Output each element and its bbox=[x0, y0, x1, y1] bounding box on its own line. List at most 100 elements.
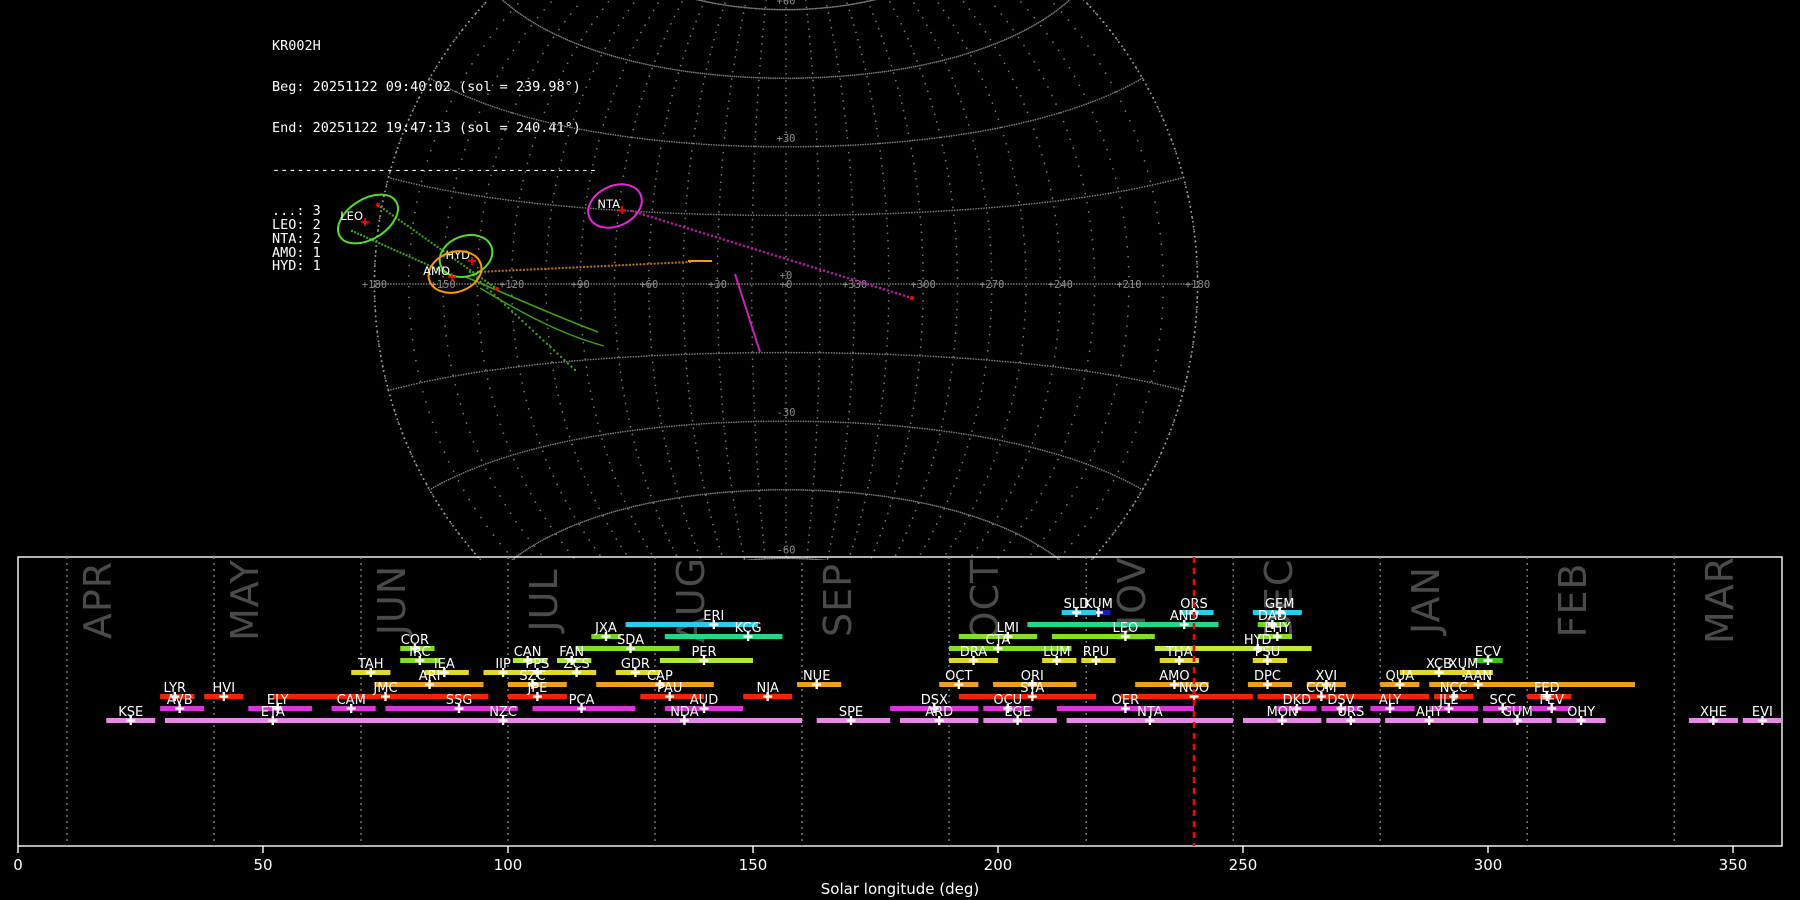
shower-activity-bar[interactable]: AHY bbox=[1385, 705, 1479, 725]
shower-activity-bar[interactable]: DSV bbox=[1321, 693, 1361, 713]
shower-activity-bar[interactable]: ZCS bbox=[557, 657, 597, 677]
shower-activity-bar[interactable]: NTA bbox=[1066, 705, 1234, 725]
shower-activity-bar[interactable]: NIA bbox=[743, 681, 793, 701]
shower-activity-bar[interactable]: AMO bbox=[1135, 669, 1209, 689]
shower-activity-bar[interactable]: CAP bbox=[596, 669, 714, 689]
shower-activity-bar[interactable]: NZC bbox=[385, 705, 636, 725]
shower-activity-bar[interactable]: KCG bbox=[664, 621, 783, 641]
shower-activity-bar[interactable]: OCU bbox=[983, 693, 1033, 713]
shower-activity-bar[interactable]: XCB bbox=[1399, 657, 1493, 677]
shower-activity-bar[interactable]: EGE bbox=[983, 705, 1057, 725]
radiant-ellipse-amo[interactable]: AMO bbox=[423, 245, 487, 300]
shower-activity-bar[interactable]: AAN bbox=[1429, 669, 1635, 689]
shower-activity-bar[interactable]: PCA bbox=[532, 693, 636, 713]
peak-marker-cross bbox=[1316, 692, 1326, 701]
shower-activity-bar[interactable]: SPE bbox=[816, 705, 891, 725]
shower-code-label: PSU bbox=[1255, 645, 1281, 660]
shower-activity-bar[interactable]: CAM bbox=[331, 693, 376, 713]
shower-activity-bar[interactable]: CAN bbox=[512, 645, 548, 665]
shower-activity-bar[interactable]: ECV bbox=[1473, 645, 1503, 665]
shower-activity-bar[interactable]: RPU bbox=[1081, 645, 1116, 665]
radiant-ellipse-leo[interactable]: LEO bbox=[329, 185, 406, 254]
shower-activity-bar[interactable]: PPS bbox=[517, 657, 557, 677]
shower-activity-bar[interactable]: URS bbox=[1326, 705, 1381, 725]
shower-activity-bar[interactable]: QUA bbox=[1380, 669, 1420, 689]
shower-activity-bar[interactable]: DAD bbox=[1257, 609, 1288, 629]
shower-activity-bar[interactable]: ERI bbox=[625, 609, 758, 629]
shower-activity-bar[interactable]: SZC bbox=[508, 669, 567, 689]
peak-marker-cross bbox=[425, 680, 435, 689]
shower-activity-bar[interactable]: NUE bbox=[797, 669, 842, 689]
shower-activity-bar[interactable]: NCC bbox=[1434, 681, 1474, 701]
shower-activity-bar[interactable]: ALY bbox=[1370, 693, 1415, 713]
shower-activity-bar[interactable]: LMI bbox=[958, 621, 1038, 641]
shower-activity-bar[interactable]: ARD bbox=[900, 705, 979, 725]
shower-activity-bar[interactable]: CTA bbox=[949, 633, 1072, 653]
shower-activity-bar[interactable]: LEO bbox=[1051, 621, 1155, 641]
shower-activity-bar[interactable]: FEV bbox=[1532, 693, 1572, 713]
shower-activity-bar[interactable]: IIP bbox=[483, 657, 523, 677]
shower-activity-bar[interactable]: PAU bbox=[640, 681, 704, 701]
shower-activity-bar[interactable]: DSX bbox=[890, 693, 979, 713]
activity-span bbox=[625, 622, 758, 627]
shower-activity-bar[interactable]: GUM bbox=[1483, 705, 1552, 725]
shower-activity-bar[interactable]: ORI bbox=[993, 669, 1077, 689]
shower-activity-bar[interactable]: OCT bbox=[939, 669, 979, 689]
peak-marker-cross bbox=[1263, 656, 1272, 665]
shower-activity-bar[interactable]: FED bbox=[1527, 681, 1572, 701]
shower-activity-bar[interactable]: EVI bbox=[1742, 705, 1782, 725]
shower-activity-bar[interactable]: JMC bbox=[272, 681, 489, 701]
shower-activity-bar[interactable]: ETA bbox=[165, 705, 499, 725]
shower-activity-bar[interactable]: NDA bbox=[601, 705, 802, 725]
shower-activity-bar[interactable]: LUM bbox=[1042, 645, 1077, 665]
shower-activity-bar[interactable]: TAH bbox=[351, 657, 391, 677]
shower-activity-bar[interactable]: JPE bbox=[508, 681, 567, 701]
shower-activity-bar[interactable]: OHY bbox=[1556, 705, 1606, 725]
shower-activity-bar[interactable]: COM bbox=[1257, 681, 1430, 701]
shower-activity-bar[interactable]: GDR bbox=[615, 657, 660, 677]
shower-activity-bar[interactable]: IEA bbox=[424, 657, 469, 677]
shower-activity-bar[interactable]: AND bbox=[1027, 609, 1219, 629]
shower-activity-bar[interactable]: DRA bbox=[949, 645, 998, 665]
radiant-ellipse-nta[interactable]: NTA bbox=[581, 176, 649, 236]
shower-activity-bar[interactable]: STA bbox=[958, 681, 1096, 701]
shower-activity-bar[interactable]: LYR bbox=[160, 681, 195, 701]
shower-activity-bar[interactable]: KSE bbox=[106, 705, 156, 725]
shower-activity-bar[interactable]: SLD bbox=[1061, 597, 1096, 617]
shower-activity-bar[interactable]: PSU bbox=[1252, 645, 1288, 665]
grid-line bbox=[694, 0, 878, 11]
shower-activity-bar[interactable]: MON bbox=[1243, 705, 1322, 725]
radiant-ellipse-outline bbox=[587, 183, 643, 229]
shower-activity-bar[interactable]: XVI bbox=[1306, 669, 1346, 689]
shower-code-label: LEO bbox=[1113, 621, 1139, 636]
shower-activity-bar[interactable]: OER bbox=[1056, 693, 1194, 713]
shower-activity-bar[interactable]: XHE bbox=[1688, 705, 1738, 725]
peak-marker-cross bbox=[929, 704, 939, 713]
shower-activity-bar[interactable]: DPC bbox=[1247, 669, 1292, 689]
shower-activity-bar[interactable]: SCC bbox=[1483, 693, 1523, 713]
shower-activity-bar[interactable]: HVI bbox=[204, 681, 244, 701]
radiant-ellipse-outline bbox=[337, 193, 399, 245]
shower-activity-bar[interactable]: EHY bbox=[1257, 621, 1292, 641]
shower-activity-bar[interactable]: AVB bbox=[160, 693, 205, 713]
shower-activity-bar[interactable]: HYD bbox=[1154, 633, 1312, 653]
shower-code-label: LYR bbox=[164, 681, 187, 696]
shower-activity-bar[interactable]: SDA bbox=[576, 633, 680, 653]
shower-activity-bar[interactable]: FAN bbox=[557, 645, 592, 665]
shower-code-label: GDR bbox=[621, 657, 650, 672]
shower-activity-bar[interactable]: PER bbox=[659, 645, 753, 665]
shower-activity-bar[interactable]: JLE bbox=[1429, 693, 1479, 713]
shower-activity-bar[interactable]: ARI bbox=[375, 669, 484, 689]
shower-code-label: RPU bbox=[1083, 645, 1109, 660]
shower-activity-bar[interactable]: IRC bbox=[400, 645, 440, 665]
shower-activity-bar[interactable]: ELY bbox=[248, 693, 312, 713]
shower-activity-bar[interactable]: AUD bbox=[664, 693, 744, 713]
shower-activity-bar[interactable]: JXA bbox=[591, 621, 621, 641]
shower-activity-bar[interactable]: THA bbox=[1159, 645, 1199, 665]
shower-activity-bar[interactable]: DKD bbox=[1277, 693, 1317, 713]
shower-activity-bar[interactable]: SSG bbox=[385, 693, 518, 713]
peak-marker-cross bbox=[381, 692, 390, 701]
shower-activity-bar[interactable]: GEM bbox=[1252, 597, 1302, 617]
coordinate-grid bbox=[373, 0, 1199, 560]
shower-activity-bar[interactable]: COR bbox=[400, 633, 435, 653]
